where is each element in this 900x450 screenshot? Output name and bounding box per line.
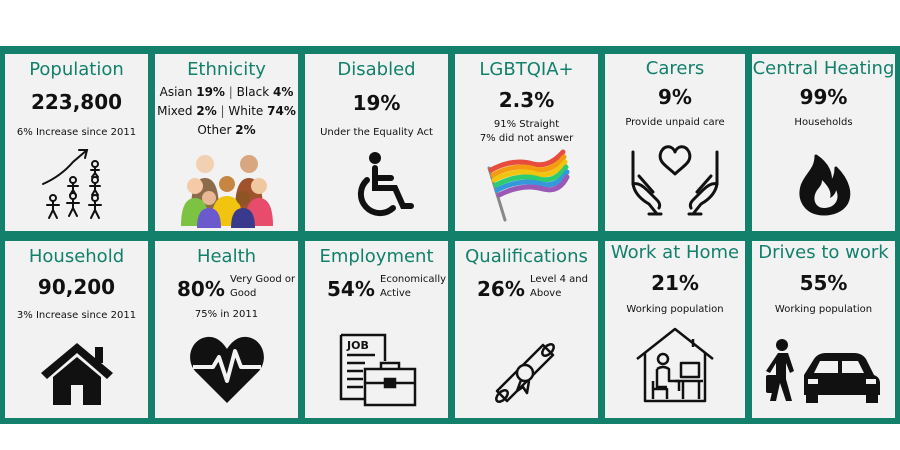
card-work-at-home: Work at Home 21% Working population bbox=[605, 241, 745, 418]
card-value: 99% bbox=[799, 85, 848, 109]
card-title: LGBTQIA+ bbox=[479, 59, 574, 80]
home-office-icon bbox=[636, 327, 714, 403]
card-value: 55% bbox=[799, 271, 848, 295]
card-side-1: Very Good or bbox=[230, 274, 296, 285]
card-qualifications: Qualifications 26% Level 4 and Above bbox=[455, 241, 598, 418]
ethnicity-line-3: Other 2% bbox=[155, 122, 298, 138]
card-title: Health bbox=[196, 246, 257, 267]
population-growth-icon bbox=[42, 149, 102, 219]
card-value: 54% bbox=[327, 277, 375, 301]
house-icon bbox=[41, 343, 113, 405]
card-side-2: Active bbox=[380, 288, 411, 299]
card-note: Working population bbox=[626, 304, 724, 315]
white-label: White bbox=[228, 104, 264, 118]
card-side-1: Level 4 and bbox=[530, 274, 588, 285]
card-value: 26% bbox=[477, 277, 525, 301]
card-note: 3% Increase since 2011 bbox=[16, 310, 137, 321]
mixed-label: Mixed bbox=[157, 104, 193, 118]
rainbow-flag-icon bbox=[487, 149, 570, 222]
card-side-2: Good bbox=[230, 288, 257, 299]
job-briefcase-icon: JOB bbox=[339, 333, 417, 407]
asian-label: Asian bbox=[159, 85, 193, 99]
card-ethnicity: Ethnicity Asian 19% | Black 4% Mixed 2% … bbox=[155, 54, 298, 231]
heartbeat-icon bbox=[190, 336, 264, 403]
white-value: 74% bbox=[267, 104, 296, 118]
card-note: 75% in 2011 bbox=[194, 309, 259, 320]
card-side-1: Economically bbox=[380, 274, 447, 285]
infographic-panel bbox=[0, 46, 900, 424]
card-value: 90,200 bbox=[37, 275, 116, 299]
card-note: 6% Increase since 2011 bbox=[16, 127, 137, 138]
card-value: 80% bbox=[177, 277, 225, 301]
card-title: Employment bbox=[319, 246, 434, 267]
card-title: Carers bbox=[645, 58, 705, 79]
card-note: Under the Equality Act bbox=[320, 127, 433, 138]
card-value: 223,800 bbox=[30, 90, 123, 114]
card-note: Working population bbox=[774, 304, 873, 315]
card-side-2: Above bbox=[530, 288, 562, 299]
other-label: Other bbox=[197, 123, 232, 137]
card-population: Population 223,800 6% Increase since 201… bbox=[5, 54, 148, 231]
card-title: Disabled bbox=[337, 59, 416, 80]
separator: | bbox=[228, 85, 233, 99]
card-title: Household bbox=[28, 246, 125, 267]
card-title: Ethnicity bbox=[187, 59, 266, 80]
asian-value: 19% bbox=[196, 85, 225, 99]
separator: | bbox=[220, 104, 225, 118]
card-household: Household 90,200 3% Increase since 2011 bbox=[5, 241, 148, 418]
commuter-car-icon bbox=[766, 339, 880, 403]
card-value: 21% bbox=[651, 271, 699, 295]
black-value: 4% bbox=[272, 85, 294, 99]
other-value: 2% bbox=[235, 123, 256, 137]
diverse-people-icon bbox=[181, 155, 273, 228]
job-text: JOB bbox=[346, 339, 369, 352]
flame-icon bbox=[799, 154, 851, 216]
diploma-icon bbox=[495, 343, 555, 403]
wheelchair-icon bbox=[357, 152, 414, 217]
card-note: Households bbox=[794, 117, 853, 128]
card-lgbtqia: LGBTQIA+ 2.3% 91% Straight 7% did not an… bbox=[455, 54, 598, 231]
card-health: Health 80% Very Good or Good 75% in 2011 bbox=[155, 241, 298, 418]
card-title: Central Heating bbox=[752, 58, 895, 79]
caring-hands-icon bbox=[631, 145, 719, 216]
card-central-heating: Central Heating 99% Households bbox=[752, 54, 895, 231]
card-drives-to-work: Drives to work 55% Working population bbox=[752, 241, 895, 418]
card-title: Work at Home bbox=[610, 242, 740, 263]
card-title: Drives to work bbox=[758, 242, 889, 263]
card-disabled: Disabled 19% Under the Equality Act bbox=[305, 54, 448, 231]
mixed-value: 2% bbox=[196, 104, 217, 118]
ethnicity-line-2: Mixed 2% | White 74% bbox=[155, 103, 298, 119]
card-note: Provide unpaid care bbox=[625, 117, 725, 128]
black-label: Black bbox=[236, 85, 270, 99]
card-value: 2.3% bbox=[498, 88, 555, 112]
card-title: Population bbox=[29, 59, 124, 80]
card-value: 9% bbox=[658, 85, 692, 109]
card-employment: Employment 54% Economically Active JOB bbox=[305, 241, 448, 418]
ethnicity-line-1: Asian 19% | Black 4% bbox=[155, 84, 298, 100]
card-value: 19% bbox=[352, 91, 401, 115]
card-note-2: 7% did not answer bbox=[479, 133, 574, 144]
card-note-1: 91% Straight bbox=[493, 119, 560, 130]
card-title: Qualifications bbox=[465, 246, 588, 267]
card-carers: Carers 9% Provide unpaid care bbox=[605, 54, 745, 231]
